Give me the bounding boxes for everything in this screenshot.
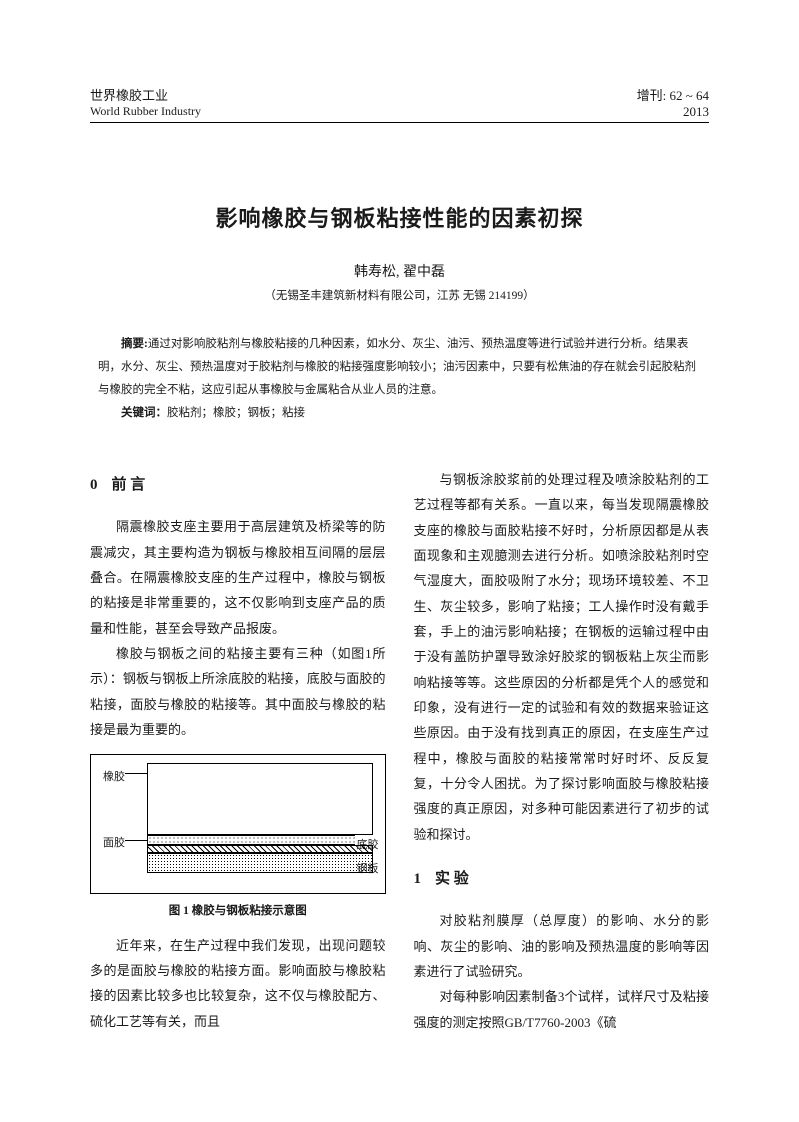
figure-layer-steel xyxy=(147,853,373,873)
body-columns: 0 前 言 隔震橡胶支座主要用于高层建筑及桥梁等的防震减灾，其主要构造为钢板与橡胶… xyxy=(90,467,709,1035)
issue-pages: 增刊: 62 ~ 64 xyxy=(637,85,709,104)
right-column: 与钢板涂胶浆前的处理过程及喷涂胶粘剂的工艺过程等都有关系。一直以来，每当发现隔震… xyxy=(414,467,710,1035)
abstract-text: 通过对影响胶粘剂与橡胶粘接的几种因素，如水分、灰尘、油污、预热温度等进行试验并进… xyxy=(98,338,696,396)
section-1-title: 实 验 xyxy=(435,871,469,887)
affiliation: （无锡圣丰建筑新材料有限公司，江苏 无锡 214199） xyxy=(90,287,709,303)
figure-1: 橡胶 面胶 底胶 钢板 xyxy=(90,754,386,894)
running-header: 世界橡胶工业 World Rubber Industry 增刊: 62 ~ 64… xyxy=(90,85,709,123)
section-0-num: 0 xyxy=(90,477,98,493)
section-0-heading: 0 前 言 xyxy=(90,471,386,500)
figure-layer-primer xyxy=(147,845,373,853)
left-column: 0 前 言 隔震橡胶支座主要用于高层建筑及桥梁等的防震减灾，其主要构造为钢板与橡胶… xyxy=(90,467,386,1035)
figure-layer-topcoat xyxy=(147,835,373,845)
figure-1-caption: 图 1 橡胶与钢板粘接示意图 xyxy=(90,900,386,922)
paragraph: 对胶粘剂膜厚（总厚度）的影响、水分的影响、灰尘的影响、油的影响及预热温度的影响等… xyxy=(414,908,710,984)
abstract-line: 摘要:通过对影响胶粘剂与橡胶粘接的几种因素，如水分、灰尘、油污、预热温度等进行试… xyxy=(98,333,701,402)
journal-name-cn: 世界橡胶工业 xyxy=(90,85,201,104)
figure-1-diagram: 橡胶 面胶 底胶 钢板 xyxy=(97,761,379,887)
section-1-num: 1 xyxy=(414,871,422,887)
keywords-line: 关键词：胶粘剂；橡胶；钢板；粘接 xyxy=(98,402,701,425)
figure-layer-rubber xyxy=(147,763,373,835)
header-left: 世界橡胶工业 World Rubber Industry xyxy=(90,85,201,120)
keywords-label: 关键词： xyxy=(121,407,167,419)
journal-name-en: World Rubber Industry xyxy=(90,104,201,119)
paragraph: 橡胶与钢板之间的粘接主要有三种（如图1所示）：钢板与钢板上所涂底胶的粘接，底胶与… xyxy=(90,641,386,742)
keywords-text: 胶粘剂；橡胶；钢板；粘接 xyxy=(167,407,305,419)
figure-leader-line xyxy=(125,840,147,841)
authors: 韩寿松, 翟中磊 xyxy=(90,261,709,281)
publication-year: 2013 xyxy=(637,104,709,120)
figure-label-rubber: 橡胶 xyxy=(101,767,127,788)
header-right: 增刊: 62 ~ 64 2013 xyxy=(637,85,709,120)
paragraph: 对每种影响因素制备3个试样，试样尺寸及粘接强度的测定按照GB/T7760-200… xyxy=(414,984,710,1035)
article-title: 影响橡胶与钢板粘接性能的因素初探 xyxy=(90,201,709,233)
paragraph: 近年来，在生产过程中我们发现，出现问题较多的是面胶与橡胶的粘接方面。影响面胶与橡… xyxy=(90,933,386,1034)
section-0-title: 前 言 xyxy=(112,477,146,493)
paragraph: 隔震橡胶支座主要用于高层建筑及桥梁等的防震减灾，其主要构造为钢板与橡胶相互间隔的… xyxy=(90,514,386,641)
paragraph: 与钢板涂胶浆前的处理过程及喷涂胶粘剂的工艺过程等都有关系。一直以来，每当发现隔震… xyxy=(414,467,710,847)
abstract-block: 摘要:通过对影响胶粘剂与橡胶粘接的几种因素，如水分、灰尘、油污、预热温度等进行试… xyxy=(98,333,701,425)
figure-label-topcoat: 面胶 xyxy=(101,833,127,854)
figure-leader-line xyxy=(125,773,147,774)
section-1-heading: 1 实 验 xyxy=(414,865,710,894)
abstract-label: 摘要: xyxy=(121,338,148,350)
